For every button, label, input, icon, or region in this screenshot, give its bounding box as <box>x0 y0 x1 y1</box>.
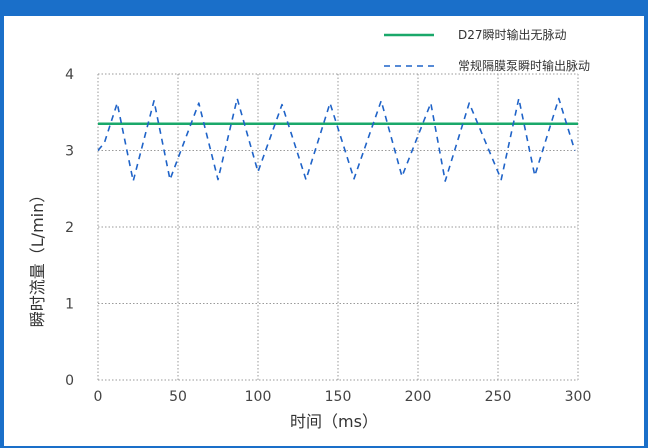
legend: D27瞬时输出无脉动 常规隔膜泵瞬时输出脉动 <box>384 27 590 73</box>
x-tick-label: 300 <box>565 389 592 405</box>
tick-layer: 0 50 100 150 200 250 300 0 1 2 3 4 <box>65 67 591 405</box>
legend-solid-label: D27瞬时输出无脉动 <box>458 27 567 42</box>
x-tick-label: 150 <box>325 389 352 405</box>
x-tick-label: 50 <box>169 389 187 405</box>
y-tick-label: 2 <box>65 220 74 236</box>
series-line-diaphragm-pump <box>97 97 576 182</box>
legend-dashed-label: 常规隔膜泵瞬时输出脉动 <box>458 58 590 73</box>
chart-panel: 0 50 100 150 200 250 300 0 1 2 3 4 D27瞬时输出无脉动 常规隔膜泵… <box>4 16 644 446</box>
y-tick-label: 0 <box>65 373 74 389</box>
series-layer <box>97 97 578 182</box>
x-tick-label: 0 <box>94 389 103 405</box>
x-axis-title: 时间（ms） <box>290 412 378 431</box>
y-tick-label: 4 <box>65 67 74 83</box>
y-tick-label: 1 <box>65 297 74 313</box>
y-axis-title: 瞬时流量（L/min） <box>28 187 47 327</box>
grid-layer <box>97 73 579 381</box>
x-tick-label: 100 <box>245 389 272 405</box>
x-tick-label: 250 <box>485 389 512 405</box>
y-tick-label: 3 <box>65 144 74 160</box>
flow-chart: 0 50 100 150 200 250 300 0 1 2 3 4 D27瞬时输出无脉动 常规隔膜泵… <box>28 27 591 431</box>
x-tick-label: 200 <box>405 389 432 405</box>
